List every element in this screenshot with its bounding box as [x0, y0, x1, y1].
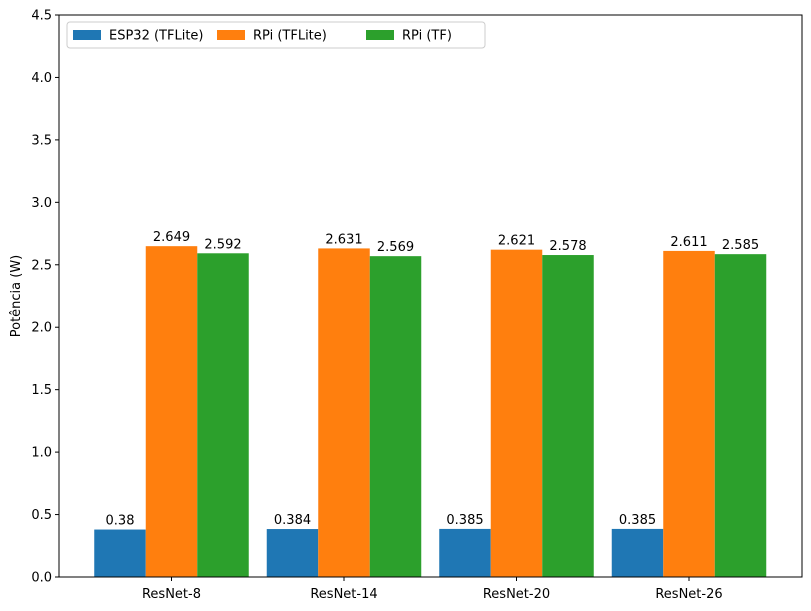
bar-3-1 — [197, 253, 249, 577]
x-axis: ResNet-8 ResNet-14 ResNet-20 ResNet-26 — [142, 577, 723, 602]
data-label: 0.38 — [106, 514, 135, 529]
x-tick-label: ResNet-20 — [483, 587, 550, 602]
bar-2-2 — [318, 248, 370, 577]
y-tick-label: 4.0 — [31, 71, 52, 86]
y-tick-label: 2.0 — [31, 321, 52, 336]
data-label: 2.578 — [549, 239, 586, 254]
bars-layer — [94, 246, 767, 578]
bar-1-4 — [611, 528, 664, 577]
y-tick-label: 1.5 — [31, 383, 52, 398]
bar-1-3 — [439, 528, 491, 577]
data-label: 2.631 — [325, 232, 362, 247]
bar-1-1 — [94, 529, 146, 577]
data-labels-layer: 0.38 2.649 2.592 0.384 2.631 2.569 0.385 2.621 2… — [106, 230, 760, 528]
bar-2-3 — [490, 249, 543, 577]
data-label: 2.569 — [377, 240, 414, 255]
x-tick-label: ResNet-8 — [142, 587, 201, 602]
y-axis-label: Potência (W) — [9, 255, 24, 338]
data-label: 0.385 — [619, 513, 656, 528]
y-tick-label: 1.0 — [31, 446, 52, 461]
bar-2-4 — [663, 250, 715, 578]
bar-3-2 — [369, 256, 422, 577]
legend-box — [66, 21, 486, 49]
y-tick-label: 0.5 — [31, 508, 52, 523]
data-label: 0.384 — [274, 513, 311, 528]
legend-swatch — [217, 30, 245, 40]
legend-label: RPi (TF) — [402, 29, 452, 44]
y-tick-label: 4.5 — [31, 9, 52, 24]
bar-3-3 — [542, 255, 594, 577]
plot-frame — [58, 14, 803, 578]
y-tick-label: 2.5 — [31, 258, 52, 273]
data-label: 2.649 — [153, 230, 190, 245]
data-label: 2.611 — [670, 235, 707, 250]
bar-1-2 — [266, 529, 319, 577]
legend-label: RPi (TFLite) — [253, 29, 327, 44]
bar-2-1 — [145, 246, 198, 578]
legend-swatch — [73, 30, 101, 40]
legend-swatch — [366, 30, 394, 40]
data-label: 2.585 — [722, 238, 759, 253]
data-label: 0.385 — [446, 513, 483, 528]
data-label: 2.592 — [204, 237, 241, 252]
data-label: 2.621 — [498, 234, 535, 249]
legend-label: ESP32 (TFLite) — [109, 29, 204, 44]
bar-3-4 — [714, 254, 767, 577]
y-tick-label: 0.0 — [31, 571, 52, 586]
x-tick-label: ResNet-14 — [310, 587, 377, 602]
y-tick-label: 3.0 — [31, 196, 52, 211]
x-tick-label: ResNet-26 — [655, 587, 722, 602]
y-tick-label: 3.5 — [31, 133, 52, 148]
y-axis: 0.0 0.5 1.0 1.5 2.0 2.5 3.0 3.5 4.0 4.5 — [31, 9, 59, 586]
legend: ESP32 (TFLite) RPi (TFLite) RPi (TF) — [66, 21, 486, 49]
